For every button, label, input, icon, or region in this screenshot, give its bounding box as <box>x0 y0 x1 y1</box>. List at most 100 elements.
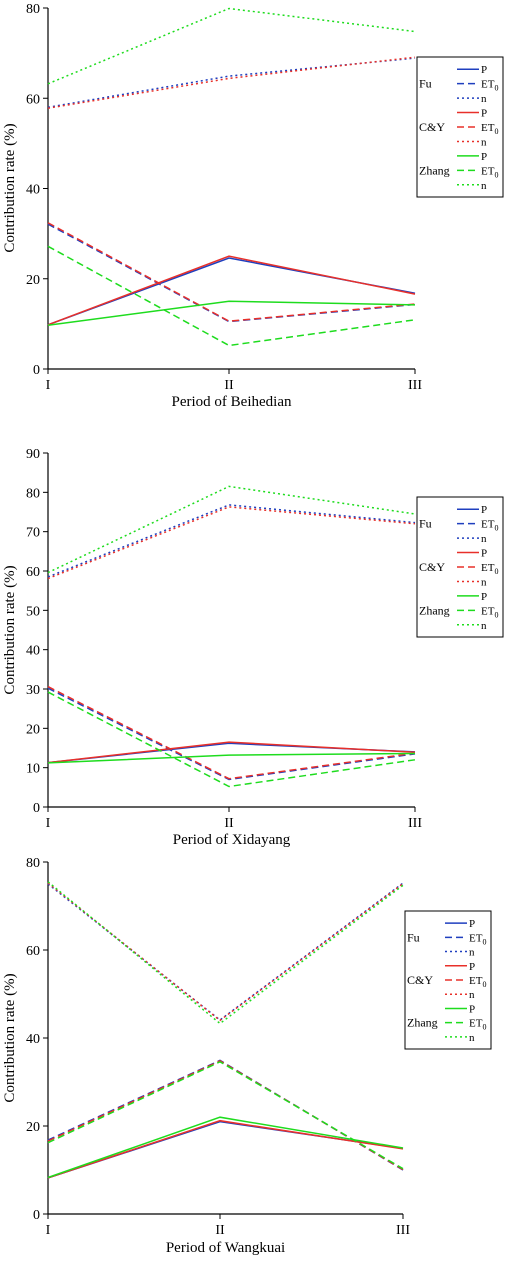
legend-item-label: n <box>481 620 487 632</box>
series-line-candy-p <box>47 255 416 326</box>
y-tick-label: 0 <box>33 1208 40 1223</box>
series-line-fu-n <box>47 57 416 109</box>
legend-item-label: P <box>481 548 487 560</box>
legend-item-label: ET0 <box>481 562 498 576</box>
legend-item-label: P <box>481 64 487 76</box>
x-tick-label: II <box>215 1223 225 1238</box>
series-line-zhang-et0 <box>47 691 416 788</box>
y-tick-label: 0 <box>33 363 40 378</box>
legend-group-label: C&Y <box>419 120 445 134</box>
x-axis-label: Period of Wangkuai <box>166 1240 285 1256</box>
series-line-candy-et0 <box>47 685 416 780</box>
series-line-zhang-p <box>47 1116 404 1179</box>
legend-group-label: Zhang <box>407 1016 438 1030</box>
legend-item-label: n <box>469 1032 475 1044</box>
legend-item-label: n <box>481 576 487 588</box>
x-tick-label: I <box>46 816 51 831</box>
legend-item-label: P <box>481 504 487 516</box>
legend-group-label: Fu <box>419 77 432 91</box>
legend-item-label: ET0 <box>481 122 498 136</box>
legend-group-label: Fu <box>419 517 432 531</box>
series-line-candy-p <box>47 1119 404 1179</box>
y-tick-label: 20 <box>26 273 40 288</box>
legend-item-label: P <box>481 591 487 603</box>
series-line-zhang-et0 <box>47 1060 404 1170</box>
y-tick-label: 0 <box>33 801 40 816</box>
legend-item-label: ET0 <box>469 1018 486 1032</box>
series-line-zhang-et0 <box>47 245 416 347</box>
x-tick-label: II <box>224 816 234 831</box>
legend-item-label: n <box>481 533 487 545</box>
series-line-fu-p <box>47 1120 404 1179</box>
y-tick-label: 20 <box>26 722 40 737</box>
legend-item-label: ET0 <box>481 519 498 533</box>
series-line-zhang-n <box>47 7 416 85</box>
y-tick-label: 40 <box>26 183 40 198</box>
series-line-candy-et0 <box>47 222 416 322</box>
series-line-zhang-n <box>47 881 404 1025</box>
legend-item-label: P <box>481 151 487 163</box>
series-line-zhang-n <box>47 485 416 574</box>
y-tick-label: 50 <box>26 604 40 619</box>
y-tick-label: 80 <box>26 856 40 871</box>
legend-item-label: ET0 <box>481 605 498 619</box>
x-tick-label: II <box>224 378 234 393</box>
legend-group-label: C&Y <box>419 560 445 574</box>
y-tick-label: 30 <box>26 683 40 698</box>
y-tick-label: 40 <box>26 1032 40 1047</box>
series-line-fu-et0 <box>47 687 416 781</box>
y-tick-label: 80 <box>26 486 40 501</box>
y-axis-label: Contribution rate (%) <box>2 973 18 1102</box>
x-axis-label: Period of Xidayang <box>173 832 291 848</box>
legend-item-label: n <box>469 947 475 959</box>
y-tick-label: 20 <box>26 1120 40 1135</box>
legend-group-label: Zhang <box>419 163 450 177</box>
y-axis-label: Contribution rate (%) <box>2 565 18 694</box>
y-tick-label: 60 <box>26 92 40 107</box>
y-tick-label: 60 <box>26 944 40 959</box>
y-axis-label: Contribution rate (%) <box>2 123 18 252</box>
x-tick-label: I <box>46 1223 51 1238</box>
series-line-fu-p <box>47 742 416 764</box>
legend-item-label: ET0 <box>469 975 486 989</box>
legend-item-label: ET0 <box>481 79 498 93</box>
y-tick-label: 40 <box>26 644 40 659</box>
legend-item-label: n <box>481 93 487 105</box>
legend-item-label: P <box>469 1003 475 1015</box>
legend-item-label: n <box>481 180 487 192</box>
series-line-fu-et0 <box>47 1059 404 1171</box>
x-tick-label: III <box>408 378 422 393</box>
series-line-candy-n <box>47 56 416 109</box>
legend-item-label: P <box>481 108 487 120</box>
series-line-candy-p <box>47 741 416 764</box>
y-tick-label: 70 <box>26 526 40 541</box>
legend-item-label: n <box>469 989 475 1001</box>
x-tick-label: III <box>396 1223 410 1238</box>
y-tick-label: 10 <box>26 762 40 777</box>
y-tick-label: 90 <box>26 447 40 462</box>
legend-group-label: Fu <box>407 930 420 944</box>
x-tick-label: I <box>46 378 51 393</box>
legend-item-label: P <box>469 918 475 930</box>
series-line-fu-et0 <box>47 223 416 323</box>
series-line-zhang-p <box>47 752 416 764</box>
legend-item-label: n <box>481 136 487 148</box>
legend-group-label: C&Y <box>407 973 433 987</box>
x-axis-label: Period of Beihedian <box>172 394 292 410</box>
legend-group-label: Zhang <box>419 603 450 617</box>
series-line-fu-p <box>47 257 416 326</box>
series-line-candy-n <box>47 882 404 1022</box>
legend-item-label: ET0 <box>469 932 486 946</box>
y-tick-label: 60 <box>26 565 40 580</box>
legend-item-label: P <box>469 961 475 973</box>
series-line-fu-n <box>47 882 404 1021</box>
series-line-zhang-p <box>47 300 416 326</box>
x-tick-label: III <box>408 816 422 831</box>
series-line-fu-n <box>47 504 416 578</box>
legend-item-label: ET0 <box>481 165 498 179</box>
